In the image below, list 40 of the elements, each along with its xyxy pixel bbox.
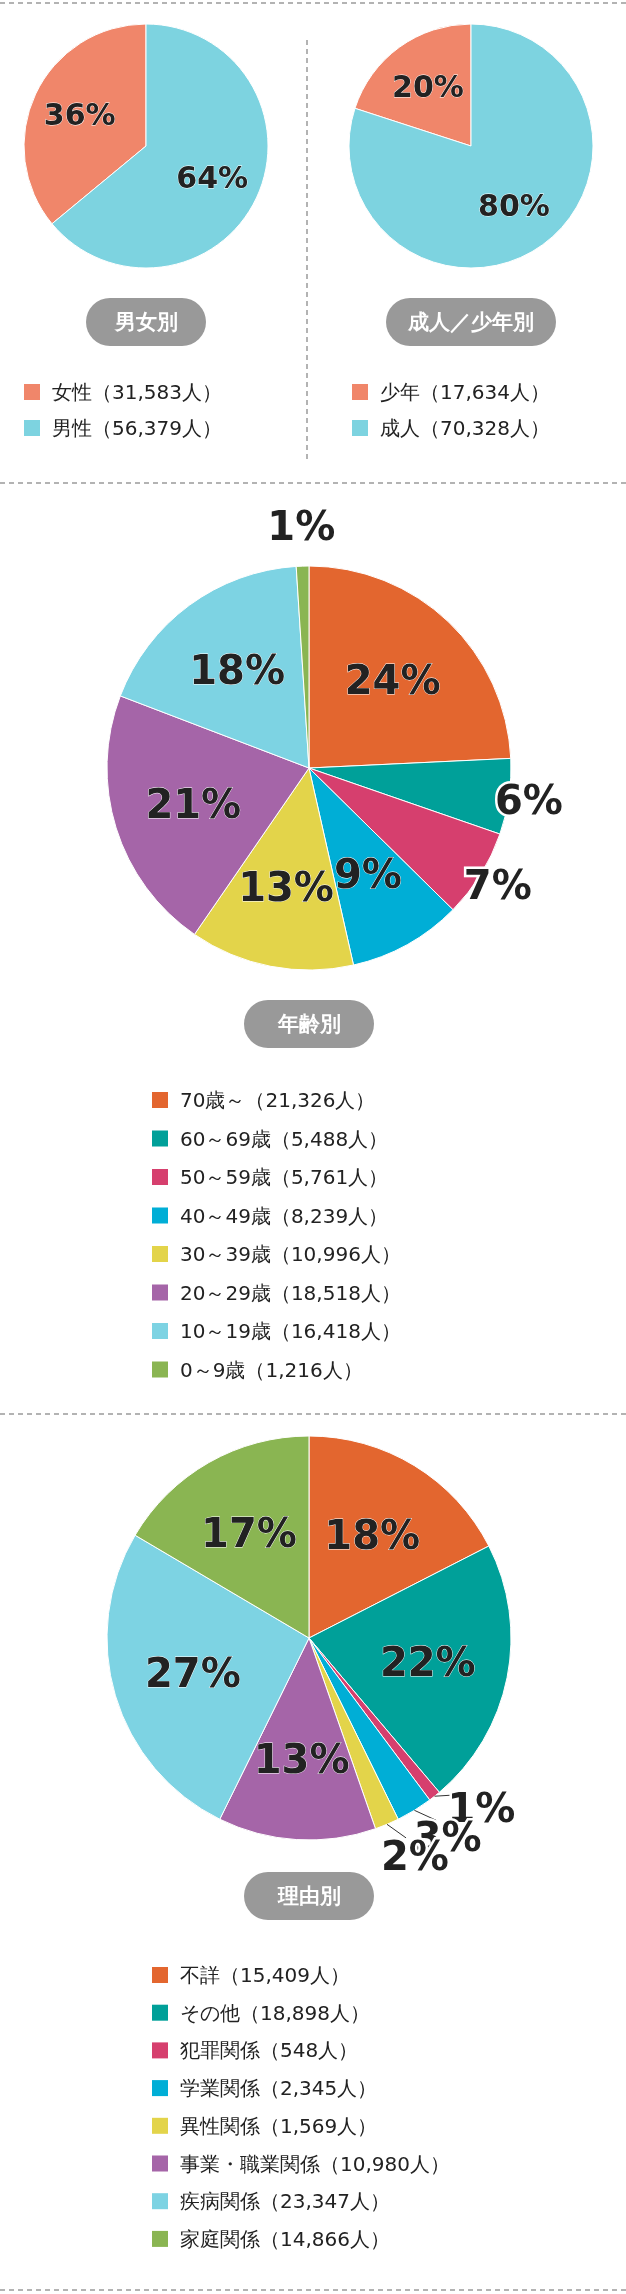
legend-label: 70歳～（21,326人） (180, 1088, 376, 1112)
data-label: 80% (478, 187, 550, 223)
data-label: 7% (463, 862, 532, 909)
data-label: 9% (333, 850, 402, 897)
legend-label: 疾病関係（23,347人） (180, 2189, 390, 2214)
legend-label: 30～39歳（10,996人） (180, 1242, 401, 1266)
legend-label: 学業関係（2,345人） (180, 2076, 378, 2101)
legend-label: 異性関係（1,569人） (180, 2113, 378, 2138)
text: 年齢別 (276, 1012, 341, 1036)
legend-label: 家庭関係（14,866人） (180, 2226, 390, 2251)
legend-label: 40～49歳（8,239人） (180, 1203, 389, 1228)
legend-label: 20～29歳（18,518人） (180, 1280, 401, 1305)
legend-label: 成人（70,328人） (380, 416, 550, 440)
data-label: 17% (201, 1509, 297, 1556)
data-label: 18% (189, 647, 286, 694)
legend-label: 不詳（15,409人） (180, 1963, 350, 1987)
data-label: 1% (267, 502, 336, 549)
data-label: 24% (344, 657, 441, 704)
legend-label: 女性（31,583人） (52, 380, 222, 404)
legend-label: 男性（56,379人） (52, 416, 222, 440)
text: 成人／少年別 (407, 310, 534, 334)
data-label: 13% (238, 864, 334, 911)
legend-label: 事業・職業関係（10,980人） (180, 2151, 450, 2176)
data-label: 27% (144, 1649, 241, 1696)
data-label: 21% (145, 780, 242, 827)
legend-label: 0～9歳（1,216人） (180, 1357, 363, 1382)
legend-label: 少年（17,634人） (380, 380, 550, 404)
text: 理由別 (276, 1884, 341, 1908)
legend-label: 10～19歳（16,418人） (180, 1319, 401, 1343)
data-label: 13% (253, 1735, 350, 1782)
legend-label: 50～59歳（5,761人） (180, 1165, 389, 1189)
data-label: 64% (176, 159, 249, 195)
data-label: 18% (324, 1511, 421, 1558)
data-label: 22% (379, 1638, 476, 1685)
legend-label: その他（18,898人） (180, 2000, 370, 2025)
data-label: 20% (392, 69, 464, 105)
legend-label: 60～69歳（5,488人） (180, 1126, 389, 1151)
legend-label: 犯罪関係（548人） (180, 2038, 359, 2063)
data-label: 36% (43, 97, 116, 133)
text: 男女別 (113, 310, 178, 334)
